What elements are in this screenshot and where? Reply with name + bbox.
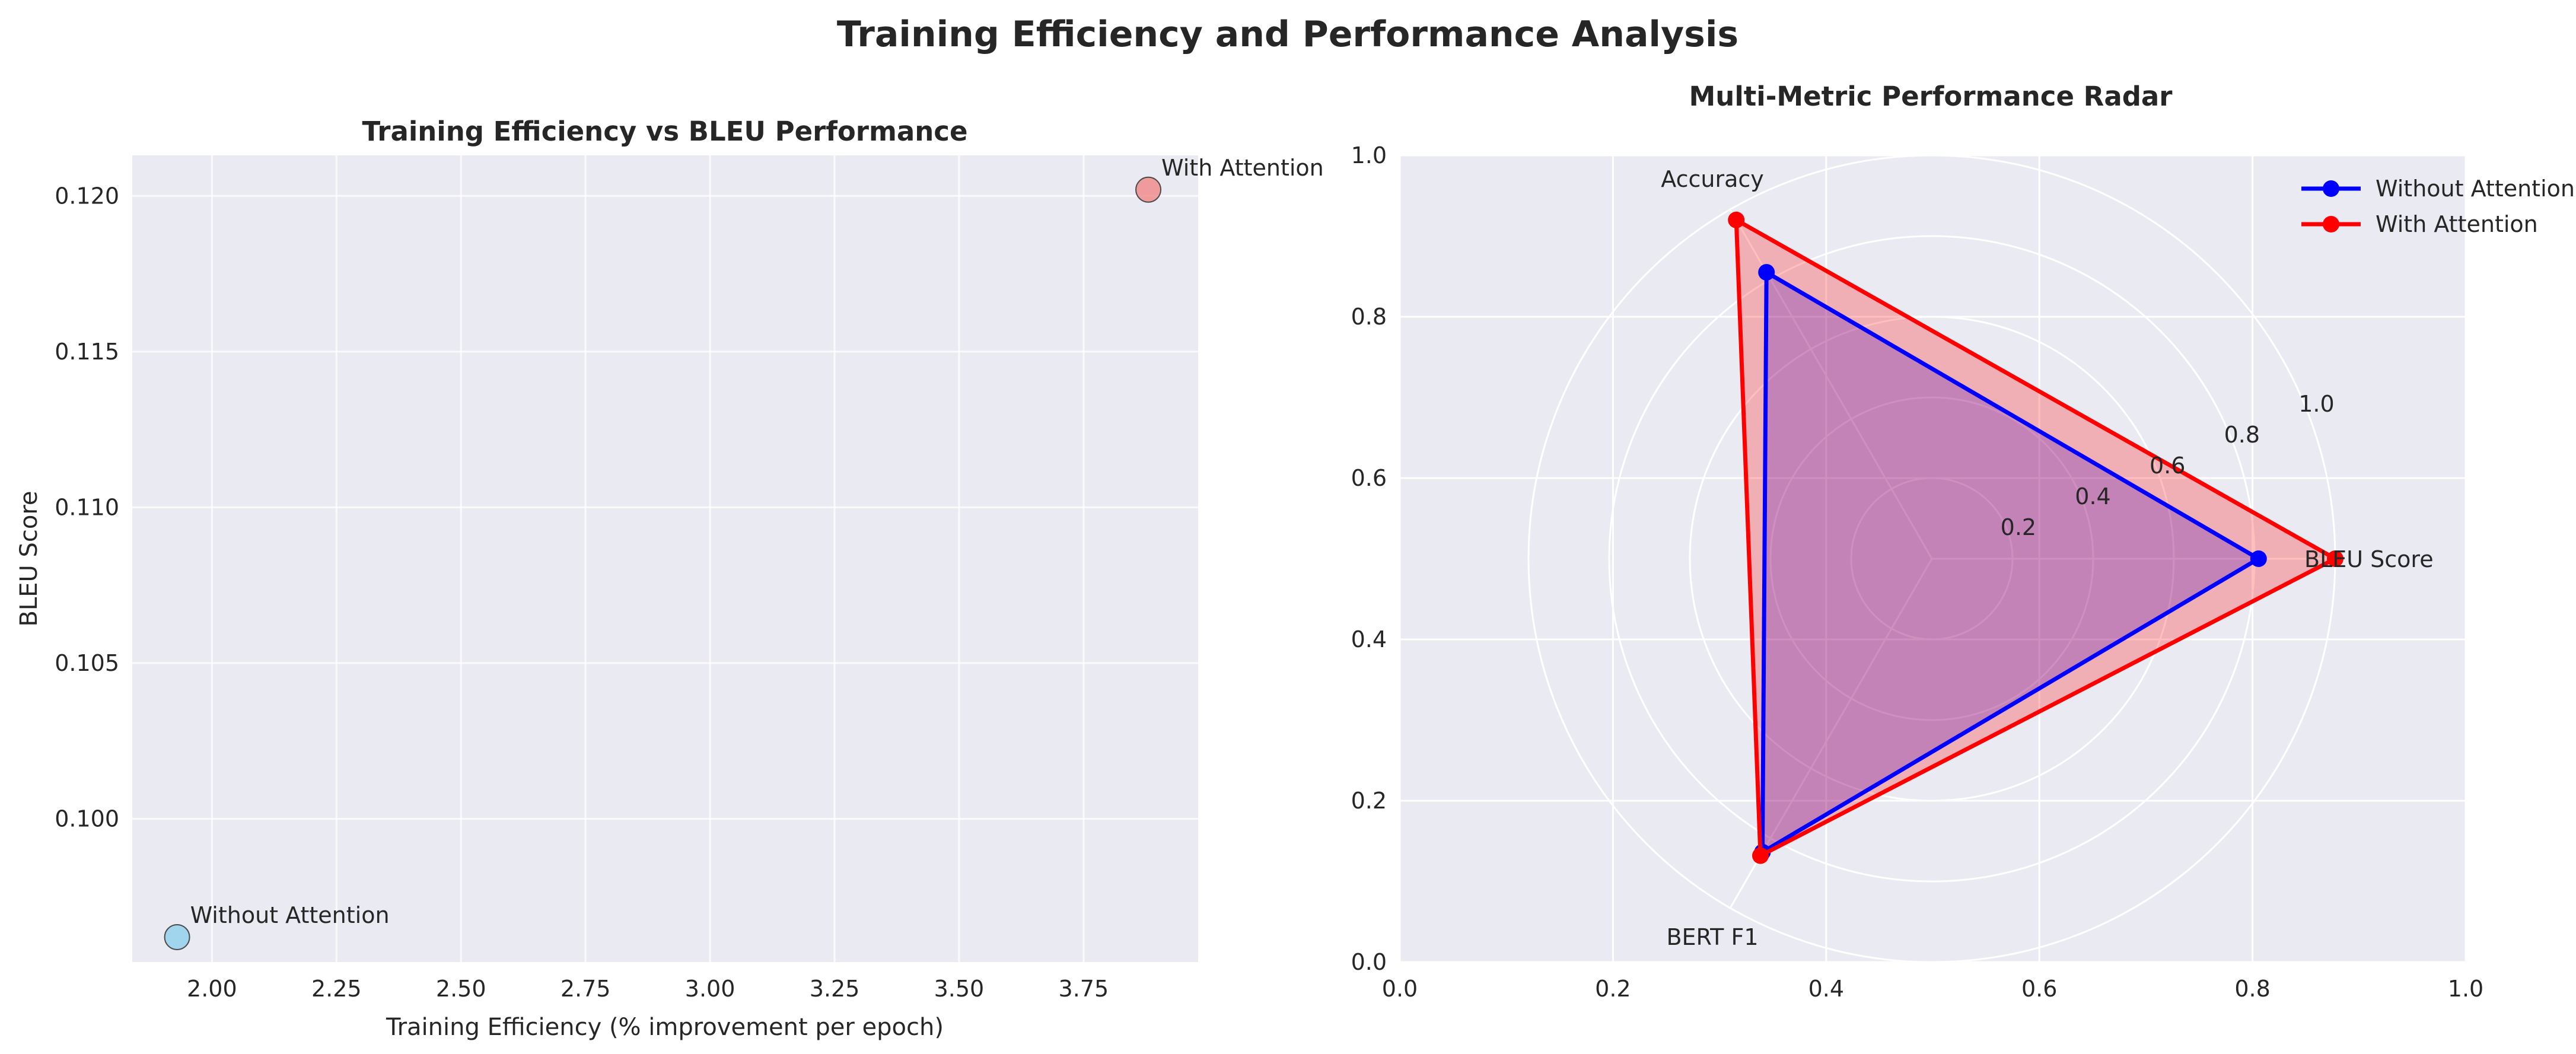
legend-swatch-marker [2323, 180, 2339, 197]
legend-label: With Attention [2376, 211, 2538, 237]
radar-frame-y-tick-label: 0.4 [1351, 626, 1387, 652]
radar-radial-tick-label: 0.6 [2150, 453, 2185, 479]
radar-frame-y-ticks: 0.0 0.2 0.4 0.6 0.8 1.0 [1351, 142, 1387, 975]
radar-frame-x-tick-label: 0.6 [2021, 976, 2057, 1002]
legend-swatch-marker [2323, 216, 2339, 233]
radar-series-fill [1736, 219, 2335, 856]
scatter-y-ticks: 0.100 0.105 0.110 0.115 0.120 [55, 183, 119, 832]
scatter-chart: Training Efficiency vs BLEU Performance … [15, 116, 1324, 1041]
radar-radial-ticks: 0.2 0.4 0.6 0.8 1.0 [2001, 391, 2335, 540]
radar-frame-x-tick-label: 0.8 [2234, 976, 2270, 1002]
radar-axis-label: BERT F1 [1666, 924, 1758, 950]
radar-frame-y-tick-label: 0.0 [1351, 949, 1387, 975]
scatter-x-axis-label: Training Efficiency (% improvement per e… [386, 1014, 944, 1041]
radar-frame-y-tick-label: 0.2 [1351, 788, 1387, 814]
scatter-points: Without Attention With Attention [164, 155, 1324, 950]
scatter-x-tick-label: 2.75 [561, 976, 611, 1002]
scatter-x-tick-label: 2.50 [436, 976, 486, 1002]
radar-frame-x-tick-label: 1.0 [2448, 976, 2483, 1002]
radar-frame-y-tick-label: 0.6 [1351, 465, 1387, 491]
radar-chart: Multi-Metric Performance Radar 0.0 0.2 0.4… [1351, 81, 2575, 1002]
radar-series-point [1752, 847, 1769, 864]
radar-frame-x-tick-label: 0.0 [1382, 976, 1418, 1002]
radar-frame-x-tick-label: 0.4 [1808, 976, 1844, 1002]
scatter-y-tick-label: 0.120 [55, 183, 119, 209]
radar-axis-label: BLEU Score [2304, 546, 2434, 572]
radar-series-fill [1762, 272, 2259, 852]
radar-series-point [2327, 550, 2343, 567]
scatter-x-tick-label: 2.00 [187, 976, 237, 1002]
radar-radial-tick-label: 0.8 [2224, 422, 2260, 448]
scatter-y-tick-label: 0.100 [55, 805, 119, 832]
scatter-x-tick-label: 3.00 [685, 976, 735, 1002]
radar-series-point [1758, 264, 1775, 281]
figure-title: Training Efficiency and Performance Anal… [837, 14, 1738, 55]
scatter-y-tick-label: 0.115 [55, 339, 119, 365]
scatter-title: Training Efficiency vs BLEU Performance [362, 116, 968, 147]
radar-title: Multi-Metric Performance Radar [1689, 81, 2173, 112]
radar-axis-label: Accuracy [1661, 166, 1764, 192]
scatter-x-ticks: 2.00 2.25 2.50 2.75 3.00 3.25 3.50 3.75 [187, 976, 1109, 1002]
radar-radial-tick-label: 0.2 [2001, 514, 2036, 540]
scatter-y-axis-label: BLEU Score [15, 491, 43, 626]
legend-label: Without Attention [2376, 176, 2575, 202]
scatter-x-tick-label: 3.75 [1059, 976, 1109, 1002]
radar-frame-x-tick-label: 0.2 [1595, 976, 1631, 1002]
scatter-point-label: With Attention [1161, 155, 1324, 181]
scatter-point [164, 924, 190, 950]
scatter-x-tick-label: 3.50 [934, 976, 985, 1002]
radar-series [1728, 211, 2343, 864]
scatter-plot-area [132, 155, 1198, 962]
scatter-point-label: Without Attention [190, 902, 390, 928]
scatter-y-tick-label: 0.105 [55, 650, 119, 676]
scatter-point [1135, 176, 1162, 203]
radar-axis-labels: BLEU Score Accuracy BERT F1 [1661, 166, 2433, 950]
scatter-y-tick-label: 0.110 [55, 494, 119, 520]
radar-frame-x-ticks: 0.0 0.2 0.4 0.6 0.8 1.0 [1382, 976, 2483, 1002]
radar-series-line [1760, 270, 2261, 855]
scatter-x-tick-label: 2.25 [311, 976, 362, 1002]
radar-series-point [2250, 550, 2267, 567]
radar-frame-y-tick-label: 0.8 [1351, 304, 1387, 330]
radar-radial-tick-label: 1.0 [2298, 391, 2334, 417]
radar-frame-y-tick-label: 1.0 [1351, 142, 1387, 168]
radar-radial-tick-label: 0.4 [2075, 483, 2110, 510]
radar-legend: Without Attention With Attention [2301, 176, 2575, 237]
scatter-x-tick-label: 3.25 [810, 976, 860, 1002]
scatter-grid [132, 155, 1198, 962]
radar-series-line [1734, 218, 2338, 858]
radar-series-point [1728, 211, 1745, 228]
